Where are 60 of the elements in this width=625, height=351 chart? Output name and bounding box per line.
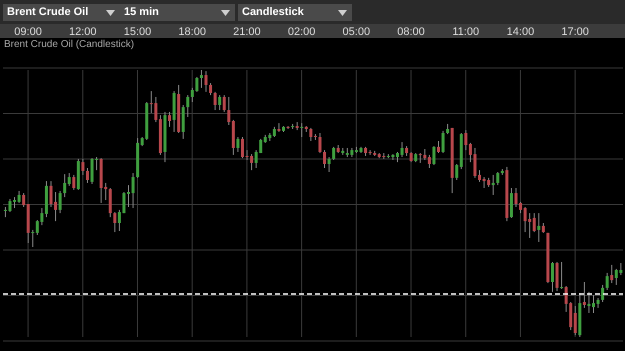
- candlestick: [574, 306, 577, 336]
- candlestick: [272, 126, 276, 138]
- candlestick: [72, 174, 76, 190]
- x-tick-label: 12:00: [69, 26, 97, 38]
- candlestick: [418, 152, 422, 164]
- candlestick: [364, 146, 368, 156]
- candlestick: [428, 154, 431, 168]
- candlestick: [204, 70, 208, 92]
- x-tick-label: 08:00: [397, 26, 425, 38]
- candlestick: [318, 132, 322, 154]
- x-tick-label: 11:00: [452, 26, 480, 38]
- candlestick: [218, 94, 222, 111]
- candlestick: [81, 158, 84, 176]
- x-tick-label: 14:00: [506, 26, 534, 38]
- candlestick: [560, 261, 564, 290]
- candlestick: [619, 262, 622, 276]
- candlestick: [113, 212, 116, 233]
- candlestick: [601, 284, 604, 303]
- candlestick: [214, 91, 217, 111]
- x-tick-label: 18:00: [178, 26, 206, 38]
- candlestick: [405, 146, 408, 156]
- x-tick-label: 09:00: [14, 26, 42, 38]
- candlestick: [446, 123, 450, 135]
- x-tick-label: 21:00: [233, 26, 261, 38]
- candlestick: [323, 150, 326, 168]
- dropdown: Brent Crude Oil: [3, 4, 120, 21]
- candlestick: [492, 174, 495, 196]
- candlestick: [328, 156, 331, 172]
- candlestick: [86, 167, 89, 184]
- candlestick: [496, 171, 500, 186]
- candlestick: [414, 152, 418, 163]
- candlestick: [90, 158, 94, 185]
- candlestick: [432, 146, 436, 166]
- x-tick-label: 17:00: [561, 26, 589, 38]
- candlestick: [582, 282, 586, 308]
- candlestick: [200, 70, 203, 88]
- x-tick-label: 15:00: [124, 26, 152, 38]
- dropdown: 15 min: [120, 4, 235, 21]
- candlestick: [209, 82, 212, 96]
- candlestick: [300, 122, 304, 138]
- candlestick: [455, 163, 458, 181]
- candlestick: [442, 130, 445, 154]
- candlestick: [437, 140, 440, 154]
- candlestick: [606, 272, 609, 291]
- candlestick: [222, 94, 226, 112]
- candlestick: [332, 146, 336, 160]
- candlestick: [58, 190, 62, 214]
- candlestick: [186, 94, 190, 118]
- candlestick: [610, 264, 614, 284]
- chart-title: Brent Crude Oil (Candlestick): [4, 39, 134, 50]
- candlestick: [550, 261, 554, 292]
- candlestick: [168, 111, 172, 128]
- candlestick: [542, 222, 545, 234]
- candlestick: [537, 212, 540, 242]
- x-tick-label: 05:00: [342, 26, 370, 38]
- x-tick-label: 02:00: [288, 26, 316, 38]
- dropdown: Candlestick: [238, 4, 352, 21]
- candlestick: [410, 151, 413, 163]
- candlestick: [236, 136, 240, 152]
- candlestick: [63, 174, 66, 198]
